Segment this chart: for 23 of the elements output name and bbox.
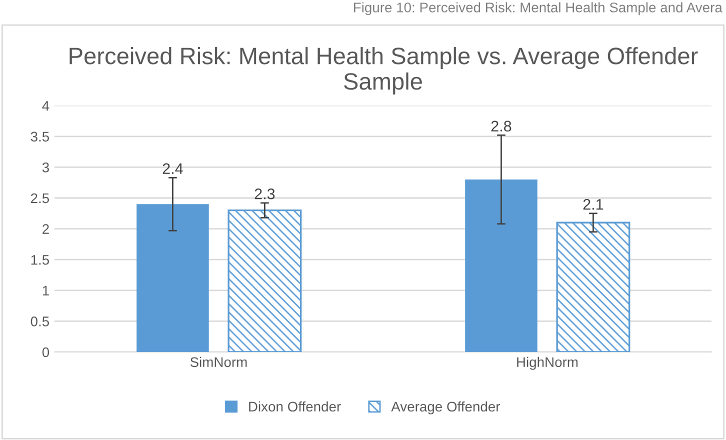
y-tick-label: 0.5 bbox=[30, 316, 50, 326]
x-tick-label: SimNorm bbox=[190, 356, 247, 368]
legend-label: Dixon Offender bbox=[249, 401, 341, 412]
bar bbox=[228, 209, 302, 352]
legend-label: Average Offender bbox=[391, 401, 500, 414]
y-tick-label: 3.5 bbox=[30, 132, 50, 142]
data-label: 2.4 bbox=[162, 163, 183, 174]
data-label: 2.8 bbox=[491, 120, 512, 132]
y-tick-label: 2.5 bbox=[30, 193, 50, 204]
caption: Figure 10: Perceived Risk: Mental Health Sample and Avera bbox=[354, 2, 722, 16]
y-tick-label: 0 bbox=[42, 347, 50, 358]
data-label: 2.3 bbox=[254, 188, 275, 200]
y-tick-label: 1 bbox=[42, 286, 49, 296]
x-tick-label: HighNorm bbox=[517, 356, 578, 370]
y-tick-label: 3 bbox=[42, 162, 49, 172]
y-tick-label: 1.5 bbox=[31, 255, 50, 265]
bar bbox=[556, 222, 630, 352]
bar bbox=[465, 180, 538, 352]
y-tick-label: 2 bbox=[42, 224, 49, 234]
y-tick-label: 4 bbox=[42, 101, 50, 111]
data-label: 2.1 bbox=[583, 198, 604, 210]
chart-title: Perceived Risk: Mental Health Sample vs. Average Offender Sample bbox=[70, 47, 698, 94]
bar bbox=[136, 204, 209, 352]
